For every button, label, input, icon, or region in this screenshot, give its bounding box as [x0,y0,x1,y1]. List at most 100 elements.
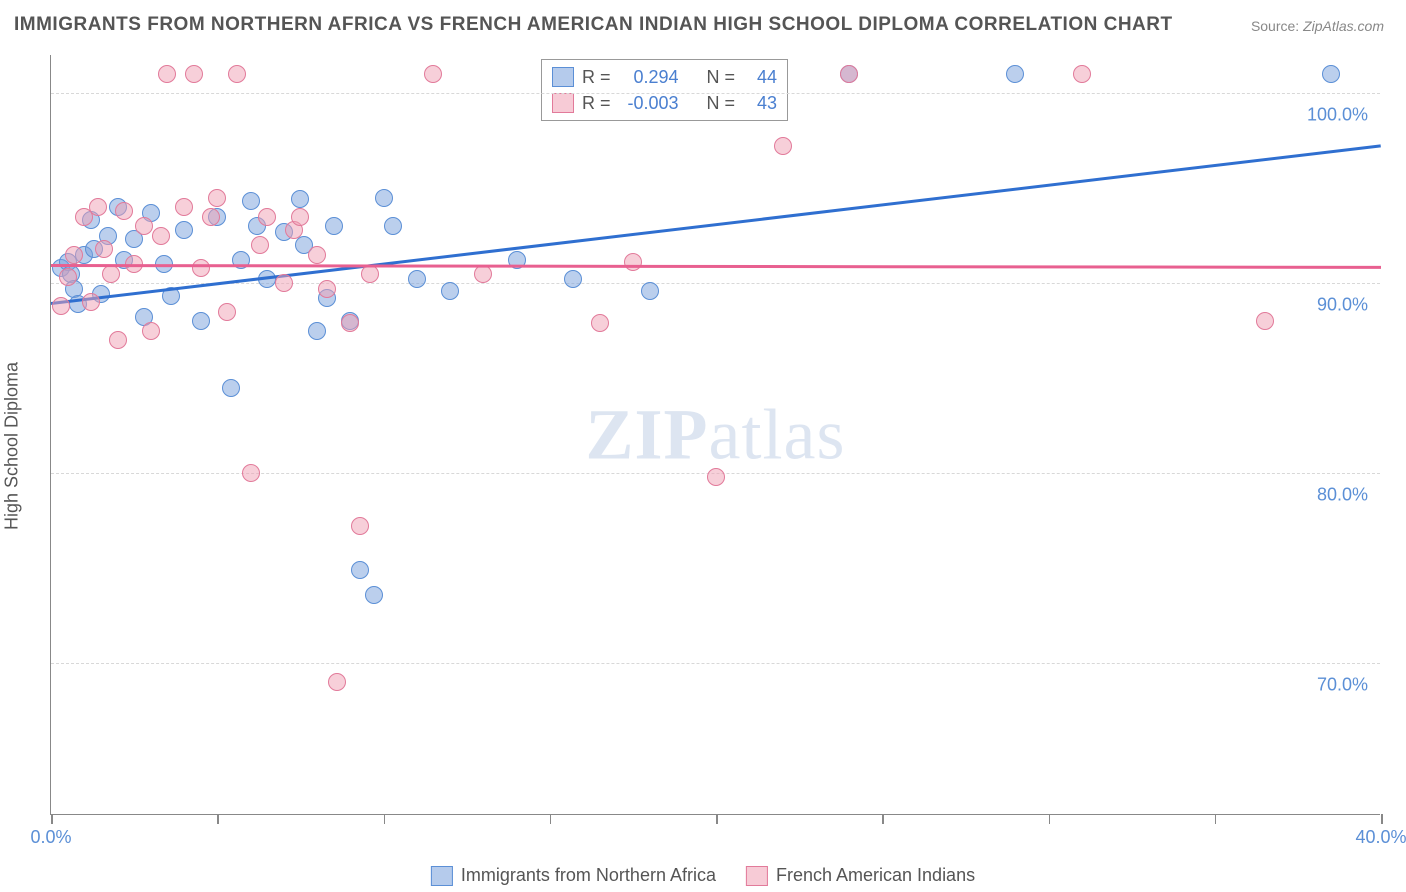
source-value: ZipAtlas.com [1303,18,1384,34]
n-value: 43 [743,93,777,114]
n-label: N = [707,93,736,114]
r-label: R = [582,67,611,88]
r-value: -0.003 [619,93,679,114]
chart-title: IMMIGRANTS FROM NORTHERN AFRICA VS FRENC… [14,14,1173,36]
scatter-point [228,65,246,83]
scatter-point [218,303,236,321]
scatter-point [591,314,609,332]
y-axis-label: High School Diploma [2,362,23,530]
scatter-point [291,208,309,226]
scatter-point [135,217,153,235]
trend-line [51,264,1381,268]
x-tick [1215,814,1217,824]
scatter-point [192,312,210,330]
scatter-point [840,65,858,83]
x-tick [217,814,219,824]
scatter-point [1073,65,1091,83]
scatter-point [142,322,160,340]
scatter-point [774,137,792,155]
swatch-blue-icon [552,67,574,87]
x-tick [384,814,386,824]
scatter-point [82,293,100,311]
scatter-point [251,236,269,254]
scatter-point [408,270,426,288]
scatter-point [1322,65,1340,83]
scatter-point [185,65,203,83]
scatter-point [222,379,240,397]
scatter-point [341,314,359,332]
scatter-point [351,561,369,579]
swatch-pink-icon [746,866,768,886]
legend-label: French American Indians [776,865,975,886]
scatter-point [208,189,226,207]
y-tick-label: 90.0% [1317,295,1368,316]
scatter-point [175,198,193,216]
scatter-point [441,282,459,300]
scatter-point [624,253,642,271]
legend-label: Immigrants from Northern Africa [461,865,716,886]
swatch-blue-icon [431,866,453,886]
y-tick-label: 100.0% [1307,105,1368,126]
scatter-point [291,190,309,208]
scatter-point [308,246,326,264]
scatter-point [158,65,176,83]
scatter-point [115,202,133,220]
legend-item: French American Indians [746,865,975,886]
scatter-point [361,265,379,283]
scatter-point [102,265,120,283]
scatter-point [375,189,393,207]
scatter-point [59,268,77,286]
scatter-point [152,227,170,245]
legend-item: Immigrants from Northern Africa [431,865,716,886]
scatter-point [89,198,107,216]
scatter-point [641,282,659,300]
x-tick-label: 40.0% [1355,827,1406,848]
scatter-point [192,259,210,277]
scatter-point [474,265,492,283]
scatter-point [351,517,369,535]
swatch-pink-icon [552,93,574,113]
scatter-point [202,208,220,226]
stats-legend-row: R = 0.294 N = 44 [552,64,777,90]
watermark: ZIPatlas [586,393,846,476]
scatter-point [175,221,193,239]
chart-container: IMMIGRANTS FROM NORTHERN AFRICA VS FRENC… [0,0,1406,892]
x-tick [882,814,884,824]
x-tick [1049,814,1051,824]
scatter-point [242,192,260,210]
x-tick-label: 0.0% [30,827,71,848]
scatter-point [308,322,326,340]
scatter-point [328,673,346,691]
scatter-point [1256,312,1274,330]
bottom-legend: Immigrants from Northern Africa French Am… [431,865,975,886]
n-label: N = [707,67,736,88]
r-label: R = [582,93,611,114]
watermark-atlas: atlas [709,394,846,474]
scatter-point [258,208,276,226]
x-tick [550,814,552,824]
scatter-point [109,331,127,349]
gridline [51,283,1380,284]
gridline [51,93,1380,94]
gridline [51,663,1380,664]
stats-legend: R = 0.294 N = 44 R = -0.003 N = 43 [541,59,788,121]
source-attribution: Source: ZipAtlas.com [1251,18,1384,34]
x-tick [51,814,53,824]
watermark-zip: ZIP [586,394,709,474]
n-value: 44 [743,67,777,88]
scatter-point [242,464,260,482]
scatter-point [1006,65,1024,83]
scatter-point [384,217,402,235]
scatter-point [424,65,442,83]
scatter-point [95,240,113,258]
plot-area: ZIPatlas R = 0.294 N = 44 R = -0.003 N = 43 70.… [50,55,1380,815]
r-value: 0.294 [619,67,679,88]
x-tick [1381,814,1383,824]
x-tick [716,814,718,824]
scatter-point [52,297,70,315]
scatter-point [65,246,83,264]
y-tick-label: 70.0% [1317,675,1368,696]
scatter-point [365,586,383,604]
scatter-point [564,270,582,288]
scatter-point [325,217,343,235]
